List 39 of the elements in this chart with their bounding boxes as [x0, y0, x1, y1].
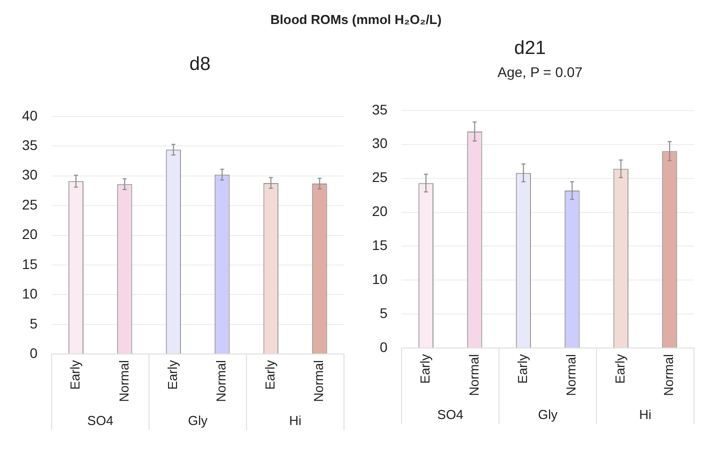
- chart-title: d21: [514, 38, 546, 61]
- y-tick-label: 5: [380, 305, 388, 322]
- y-tick-label: 35: [22, 136, 38, 153]
- x-tick-label: Normal: [116, 360, 132, 402]
- y-tick-label: 25: [22, 196, 38, 212]
- y-tick-label: 15: [372, 237, 388, 254]
- y-tick-label: 30: [372, 135, 388, 152]
- text: Gly: [538, 407, 558, 422]
- x-tick-label: Normal: [466, 354, 482, 396]
- y-tick-label: 15: [22, 256, 38, 272]
- text: Hi: [639, 407, 652, 422]
- x-tick-label: Normal: [214, 360, 229, 402]
- x-tick-label: Early: [68, 360, 83, 390]
- y-tick-label: 35: [372, 101, 388, 118]
- x-tick-label: Normal: [564, 354, 579, 396]
- chart-title: Blood ROMs (mmol H₂O₂/L): [269, 12, 443, 27]
- chart-subtitle: Age, P = 0.07: [498, 64, 582, 82]
- y-tick-label: 10: [22, 286, 38, 302]
- y-tick-label: 40: [22, 107, 38, 124]
- x-tick-label: Early: [262, 360, 278, 390]
- x-tick-label: Early: [514, 354, 530, 384]
- chart-subtitle: d8: [189, 54, 211, 77]
- text: Gly: [188, 413, 208, 428]
- y-tick-label: 0: [30, 344, 38, 361]
- text: SO4: [87, 413, 114, 428]
- y-tick-label: 20: [22, 226, 38, 242]
- text: Hi: [289, 413, 302, 428]
- y-tick-label: 10: [372, 271, 388, 288]
- text: SO4: [437, 407, 464, 422]
- y-tick-label: 20: [372, 203, 388, 220]
- y-tick-label: 30: [22, 166, 38, 183]
- y-tick-label: 0: [380, 338, 388, 355]
- x-tick-label: Normal: [661, 354, 676, 396]
- x-tick-label: Early: [164, 360, 180, 390]
- x-tick-label: Normal: [311, 360, 326, 402]
- y-tick-label: 25: [372, 169, 388, 186]
- x-tick-label: Early: [612, 354, 628, 384]
- y-tick-label: 5: [30, 315, 38, 332]
- x-tick-label: Early: [418, 354, 433, 384]
